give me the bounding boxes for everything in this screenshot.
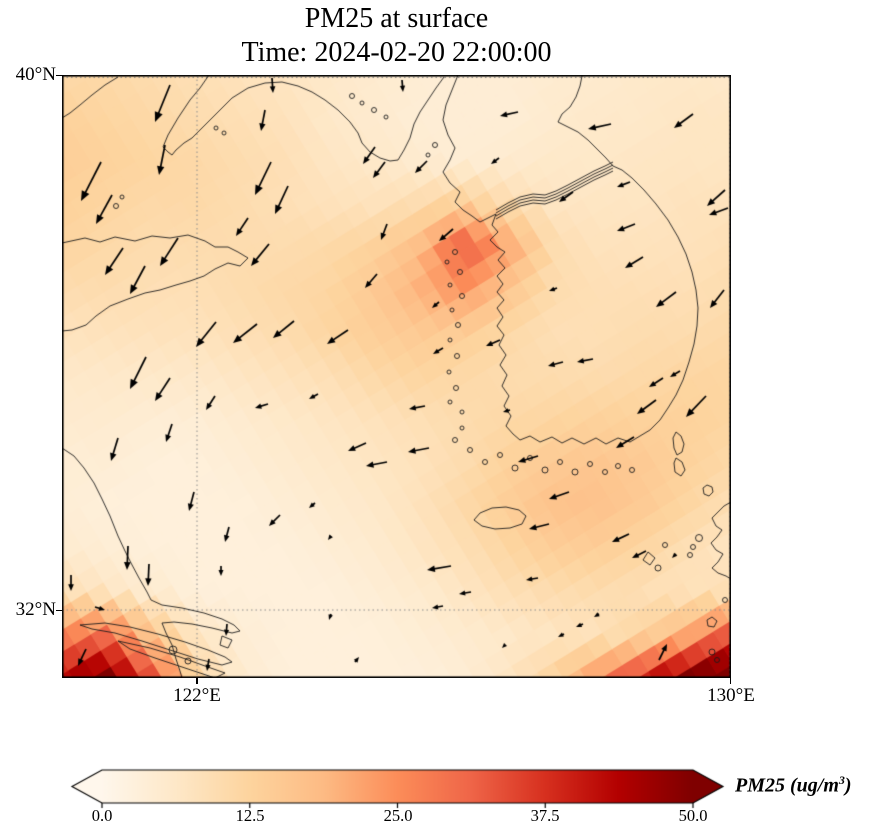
xtick-label-130e: 130°E [707, 685, 755, 706]
ytick-label-40n: 40°N [15, 64, 56, 85]
xtick-label-122e: 122°E [173, 685, 221, 706]
colorbar-label-suffix: ) [844, 774, 852, 797]
colorbar-label: PM25 (ug/m3) [735, 773, 852, 798]
colorbar-label-prefix: PM25 (ug/m [735, 774, 839, 797]
ytick-mark-40n [56, 74, 62, 76]
ytick-mark-32n [56, 609, 62, 611]
colorbar-canvas [57, 765, 737, 815]
ytick-label-32n: 32°N [15, 599, 56, 620]
xtick-mark-130e [729, 678, 732, 684]
colorbar-label-superscript: 3 [838, 773, 845, 787]
pm25-map-canvas [62, 75, 731, 678]
figure-title: PM25 at surface Time: 2024-02-20 22:00:0… [62, 2, 731, 70]
colorbar-tick-0: 0.0 [91, 806, 113, 825]
colorbar-tick-25: 25.0 [383, 806, 413, 825]
colorbar-tick-37-5: 37.5 [530, 806, 560, 825]
xtick-mark-122e [196, 678, 198, 684]
title-line-1: PM25 at surface [304, 3, 489, 34]
colorbar-tick-12-5: 12.5 [235, 806, 265, 825]
colorbar-tick-50: 50.0 [678, 806, 708, 825]
title-line-2: Time: 2024-02-20 22:00:00 [241, 37, 552, 68]
